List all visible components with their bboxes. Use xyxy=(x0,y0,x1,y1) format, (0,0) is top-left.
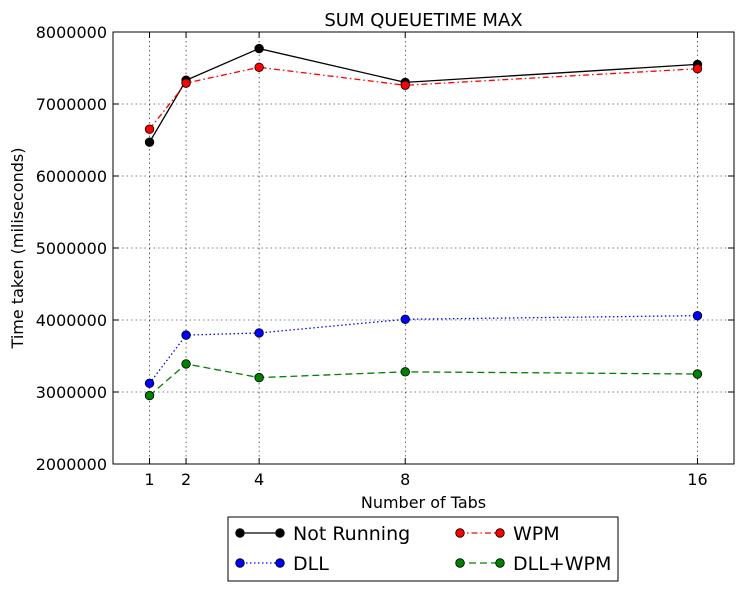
y-axis: 2000000 3000000 4000000 5000000 6000000 70000… xyxy=(36,23,734,474)
data-point-dll-wpm xyxy=(254,372,264,383)
legend-marker-not-running xyxy=(235,528,245,538)
data-point-dll-wpm xyxy=(144,390,155,401)
grid-lines xyxy=(113,32,734,464)
series-line-dll-wpm xyxy=(149,363,698,397)
y-tick-label: 4000000 xyxy=(36,311,107,330)
y-tick-label: 8000000 xyxy=(36,23,107,42)
legend-marker-wpm xyxy=(455,528,465,538)
y-tick-label: 7000000 xyxy=(36,95,107,114)
legend-marker-dll-wpm xyxy=(495,558,505,568)
data-point-not-running xyxy=(254,43,264,54)
legend-label-wpm: WPM xyxy=(513,523,560,545)
data-point-dll-wpm xyxy=(692,369,703,379)
x-tick-label: 1 xyxy=(144,470,154,489)
y-axis-label: Time taken (miliseconds) xyxy=(8,148,27,350)
x-tick-label: 4 xyxy=(254,470,264,489)
series-line-wpm xyxy=(149,66,698,130)
series-line-not-running xyxy=(148,47,698,143)
data-point-dll xyxy=(692,310,703,321)
series-lines xyxy=(148,47,698,397)
data-point-dll-wpm xyxy=(400,367,410,377)
data-point-wpm xyxy=(400,80,410,90)
x-tick-label: 16 xyxy=(687,470,707,489)
y-tick-label: 6000000 xyxy=(36,167,107,186)
data-point-wpm xyxy=(692,64,703,74)
legend-marker-wpm xyxy=(495,528,505,538)
legend-label-dll: DLL xyxy=(293,553,329,575)
x-tick-label: 8 xyxy=(400,470,410,489)
data-point-dll xyxy=(254,328,264,338)
data-point-dll xyxy=(400,314,410,324)
data-point-dll xyxy=(144,378,155,389)
data-point-dll-wpm xyxy=(181,359,191,369)
x-tick-label: 2 xyxy=(181,470,191,489)
legend: Not Running DLL WPM DLL+WPM xyxy=(227,516,619,582)
legend-marker-dll xyxy=(275,558,285,568)
legend-marker-not-running xyxy=(275,528,285,538)
series-line-dll xyxy=(149,315,698,384)
x-axis: 1 2 4 8 16 xyxy=(144,32,708,489)
chart-title: SUM QUEUETIME MAX xyxy=(324,10,522,31)
data-point-wpm xyxy=(181,78,191,88)
legend-marker-dll xyxy=(235,558,245,568)
data-point-wpm xyxy=(254,62,264,72)
x-axis-label: Number of Tabs xyxy=(361,493,486,512)
y-tick-label: 5000000 xyxy=(36,239,107,258)
y-tick-label: 2000000 xyxy=(36,455,107,474)
series-points xyxy=(144,43,703,401)
legend-box xyxy=(227,516,619,582)
data-point-not-running xyxy=(144,137,155,147)
legend-marker-dll-wpm xyxy=(455,558,465,568)
legend-label-dll-wpm: DLL+WPM xyxy=(513,553,611,575)
y-tick-label: 3000000 xyxy=(36,383,107,402)
legend-label-not-running: Not Running xyxy=(293,523,410,545)
data-point-wpm xyxy=(144,124,155,134)
data-point-dll xyxy=(181,330,191,340)
